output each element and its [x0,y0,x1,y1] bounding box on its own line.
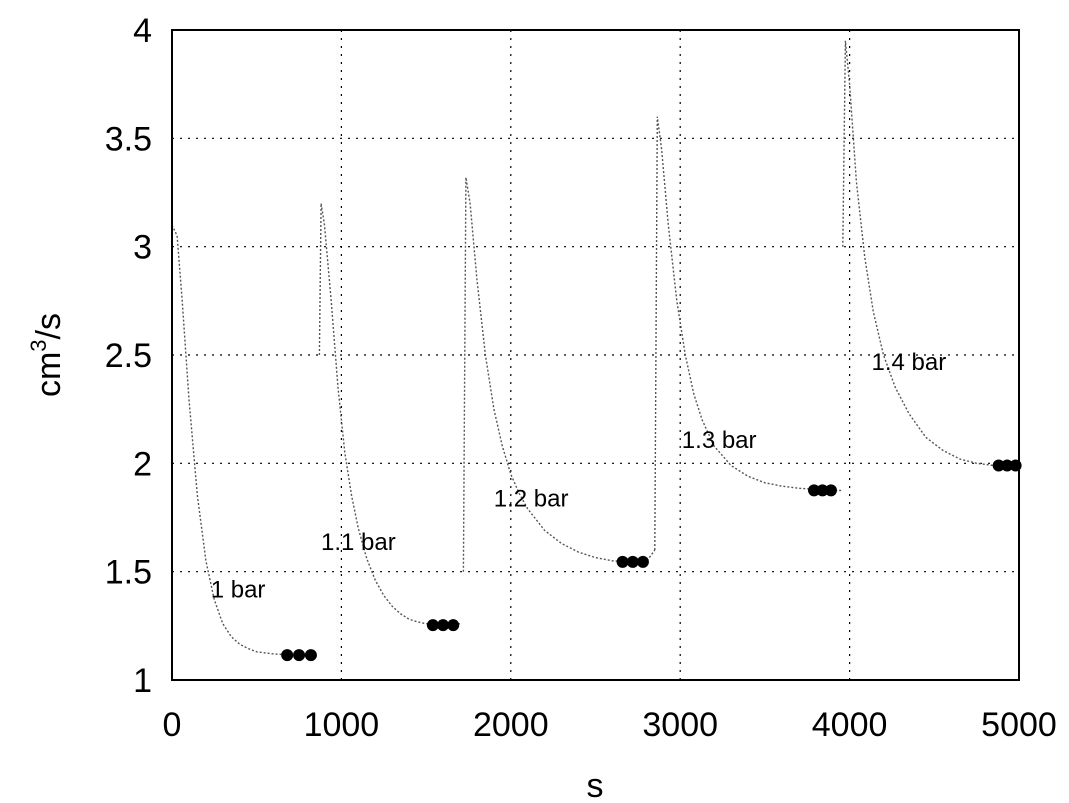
y-tick-label: 2 [133,445,152,483]
y-axis-title: cm3/s [26,313,68,397]
x-tick-label: 2000 [473,706,549,744]
data-point [281,649,294,662]
data-point [304,649,317,662]
x-tick-label: 0 [163,706,182,744]
series-annotation: 1.4 bar [872,349,947,376]
data-point [824,484,837,497]
annotations: 1 bar 1.1 bar 1.2 bar 1.3 bar 1.4 bar [211,349,947,604]
y-tick-label: 1 [133,662,152,700]
data-point [626,555,639,568]
series-annotation: 1.2 bar [494,486,569,513]
plot-frame [171,29,1020,681]
series-annotation: 1.1 bar [321,529,396,556]
series-markers [281,459,1022,662]
series-line-2 [318,203,461,626]
data-point [636,555,649,568]
y-tick-label: 3.5 [105,120,152,158]
data-point [426,619,439,632]
x-tick-label: 4000 [812,706,888,744]
series-line-4 [654,116,842,551]
y-axis-title-tail: /s [30,313,68,339]
data-point [437,619,450,632]
data-point [992,459,1005,472]
data-point [616,555,629,568]
y-tick-label: 1.5 [105,554,152,592]
y-tick-label: 4 [133,12,152,50]
series-line-3 [462,177,656,572]
data-point [293,649,306,662]
series-line-5 [842,40,1019,467]
y-axis-title-superscript: 3 [26,339,51,351]
x-tick-label: 3000 [642,706,718,744]
series-curves [171,40,1019,656]
series-annotation: 1.3 bar [682,427,757,454]
y-axis-title-base: cm [30,352,68,397]
series-annotation: 1 bar [211,577,266,604]
y-tick-label: 3 [133,229,152,267]
x-tick-label: 5000 [981,706,1057,744]
data-point [447,619,460,632]
x-tick-label: 1000 [304,706,380,744]
data-point [1001,459,1014,472]
x-tick-labels: 0 1000 2000 3000 4000 5000 [163,706,1057,744]
data-point [808,484,821,497]
data-point [816,484,829,497]
y-tick-labels: 1 1.5 2 2.5 3 3.5 4 [105,12,152,700]
y-tick-label: 2.5 [105,337,152,375]
grid [172,30,1019,680]
x-axis-title: s [587,767,604,803]
